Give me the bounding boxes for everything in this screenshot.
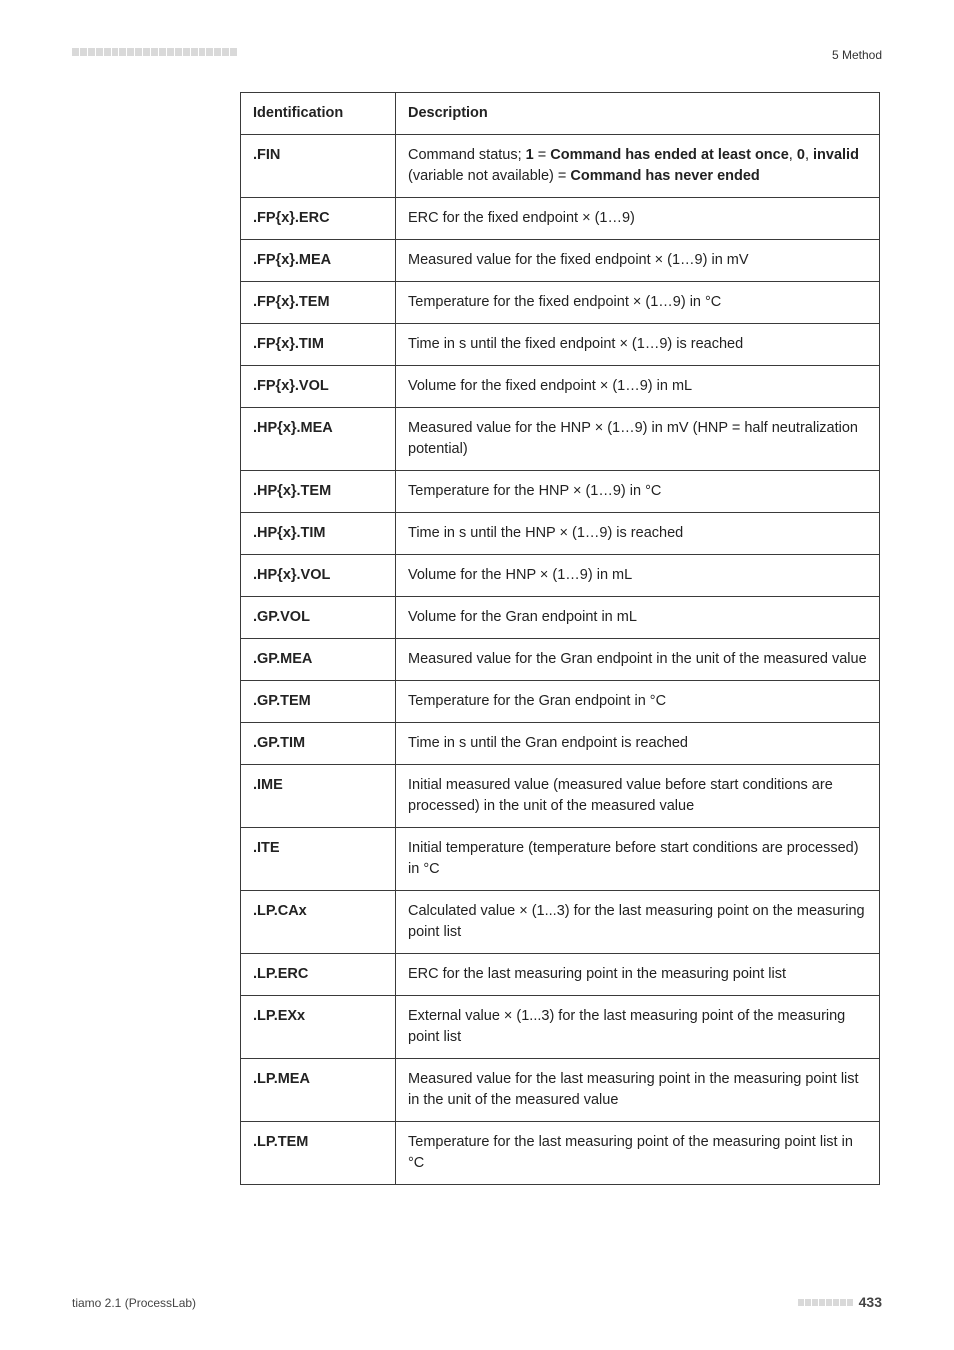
identification-cell: .LP.EXx (241, 996, 396, 1059)
description-cell: Measured value for the fixed endpoint × … (396, 240, 880, 282)
identification-cell: .LP.MEA (241, 1059, 396, 1122)
table-row: .LP.TEMTemperature for the last measurin… (241, 1122, 880, 1185)
identification-cell: .FP{x}.TEM (241, 282, 396, 324)
header-section-label: 5 Method (832, 48, 882, 62)
description-cell: ERC for the last measuring point in the … (396, 954, 880, 996)
identification-cell: .FP{x}.ERC (241, 198, 396, 240)
identification-cell: .HP{x}.TIM (241, 513, 396, 555)
table-row: .LP.ERCERC for the last measuring point … (241, 954, 880, 996)
table-row: .HP{x}.VOLVolume for the HNP × (1…9) in … (241, 555, 880, 597)
table-row: .LP.MEAMeasured value for the last measu… (241, 1059, 880, 1122)
identification-cell: .IME (241, 765, 396, 828)
description-cell: Measured value for the Gran endpoint in … (396, 639, 880, 681)
footer-product-label: tiamo 2.1 (ProcessLab) (72, 1296, 196, 1310)
table-row: .FP{x}.ERCERC for the fixed endpoint × (… (241, 198, 880, 240)
header-decorative-bar (72, 48, 237, 56)
table-row: .FP{x}.VOLVolume for the fixed endpoint … (241, 366, 880, 408)
table-row: .FP{x}.TIMTime in s until the fixed endp… (241, 324, 880, 366)
description-cell: Temperature for the fixed endpoint × (1…… (396, 282, 880, 324)
identification-cell: .FIN (241, 135, 396, 198)
description-cell: Measured value for the HNP × (1…9) in mV… (396, 408, 880, 471)
page-number: 433 (859, 1294, 882, 1310)
table-header-id: Identification (241, 93, 396, 135)
description-cell: Time in s until the HNP × (1…9) is reach… (396, 513, 880, 555)
table-row: .LP.EXxExternal value × (1...3) for the … (241, 996, 880, 1059)
description-cell: Time in s until the fixed endpoint × (1…… (396, 324, 880, 366)
table-row: .GP.VOLVolume for the Gran endpoint in m… (241, 597, 880, 639)
identification-cell: .HP{x}.TEM (241, 471, 396, 513)
table-header-desc: Description (396, 93, 880, 135)
identification-cell: .GP.VOL (241, 597, 396, 639)
table-row: .HP{x}.MEAMeasured value for the HNP × (… (241, 408, 880, 471)
description-cell: Initial measured value (measured value b… (396, 765, 880, 828)
identification-cell: .FP{x}.TIM (241, 324, 396, 366)
identification-cell: .GP.TIM (241, 723, 396, 765)
identification-cell: .ITE (241, 828, 396, 891)
table-row: .GP.MEAMeasured value for the Gran endpo… (241, 639, 880, 681)
identification-table: Identification Description .FINCommand s… (240, 92, 880, 1185)
identification-cell: .GP.MEA (241, 639, 396, 681)
footer-page: 433 (798, 1294, 882, 1310)
identification-cell: .FP{x}.VOL (241, 366, 396, 408)
table-row: .HP{x}.TIMTime in s until the HNP × (1…9… (241, 513, 880, 555)
description-cell: Calculated value × (1...3) for the last … (396, 891, 880, 954)
identification-cell: .LP.TEM (241, 1122, 396, 1185)
description-cell: Command status; 1 = Command has ended at… (396, 135, 880, 198)
table-row: .FINCommand status; 1 = Command has ende… (241, 135, 880, 198)
table-row: .HP{x}.TEMTemperature for the HNP × (1…9… (241, 471, 880, 513)
description-cell: Time in s until the Gran endpoint is rea… (396, 723, 880, 765)
table-row: .GP.TIMTime in s until the Gran endpoint… (241, 723, 880, 765)
table-row: .ITEInitial temperature (temperature bef… (241, 828, 880, 891)
table-row: .LP.CAxCalculated value × (1...3) for th… (241, 891, 880, 954)
description-cell: ERC for the fixed endpoint × (1…9) (396, 198, 880, 240)
description-cell: Temperature for the HNP × (1…9) in °C (396, 471, 880, 513)
table-row: .FP{x}.TEMTemperature for the fixed endp… (241, 282, 880, 324)
footer-decorative-bar (798, 1299, 853, 1306)
description-cell: Initial temperature (temperature before … (396, 828, 880, 891)
identification-cell: .HP{x}.MEA (241, 408, 396, 471)
description-cell: External value × (1...3) for the last me… (396, 996, 880, 1059)
identification-cell: .FP{x}.MEA (241, 240, 396, 282)
table-row: .FP{x}.MEAMeasured value for the fixed e… (241, 240, 880, 282)
description-cell: Measured value for the last measuring po… (396, 1059, 880, 1122)
identification-cell: .LP.CAx (241, 891, 396, 954)
table-row: .GP.TEMTemperature for the Gran endpoint… (241, 681, 880, 723)
identification-cell: .GP.TEM (241, 681, 396, 723)
description-cell: Volume for the Gran endpoint in mL (396, 597, 880, 639)
table-row: .IMEInitial measured value (measured val… (241, 765, 880, 828)
description-cell: Temperature for the Gran endpoint in °C (396, 681, 880, 723)
identification-cell: .HP{x}.VOL (241, 555, 396, 597)
identification-cell: .LP.ERC (241, 954, 396, 996)
description-cell: Volume for the HNP × (1…9) in mL (396, 555, 880, 597)
description-cell: Temperature for the last measuring point… (396, 1122, 880, 1185)
description-cell: Volume for the fixed endpoint × (1…9) in… (396, 366, 880, 408)
